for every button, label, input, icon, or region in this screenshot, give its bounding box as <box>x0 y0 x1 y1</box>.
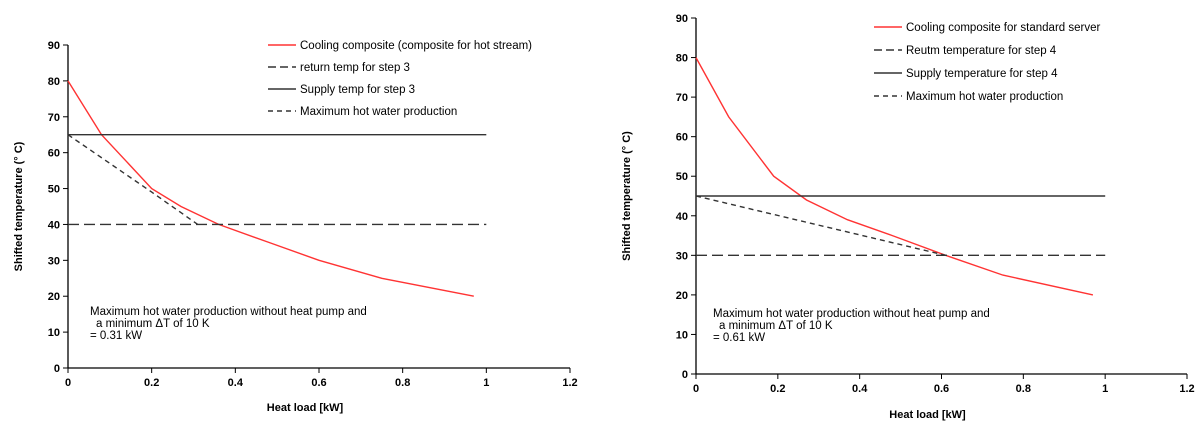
chart-2-y-tick-label: 60 <box>676 132 688 144</box>
chart-2-y-tick-label: 90 <box>676 13 688 25</box>
chart-1-y-axis-title: Shifted temperature (° C) <box>13 141 25 271</box>
chart-1-x-tick-label: 0.8 <box>395 377 410 389</box>
chart-2-y-axis-title: Shifted temperature (° C) <box>621 131 633 261</box>
chart-2-legend-label-1: Cooling composite for standard server <box>906 22 1100 34</box>
chart-1-annotation-line-1: Maximum hot water production without hea… <box>90 306 367 318</box>
chart-1-y-tick-label: 30 <box>48 255 60 267</box>
chart-1-legend-label-4: Maximum hot water production <box>300 106 457 118</box>
chart-1-y-tick-label: 50 <box>48 184 60 196</box>
chart-2-annotation-line-2: a minimum ΔT of 10 K <box>719 320 833 332</box>
chart-2-x-tick-label: 0.2 <box>770 383 785 395</box>
chart-2-y-tick-label: 80 <box>676 53 688 65</box>
chart-2-y-tick-label: 70 <box>676 92 688 104</box>
chart-1-x-tick-label: 1.2 <box>562 377 577 389</box>
chart-2-y-tick-label: 10 <box>676 329 688 341</box>
chart-1-legend-label-3: Supply temp for step 3 <box>300 84 415 96</box>
chart-1-x-tick-label: 0.4 <box>228 377 244 389</box>
chart-1-annotation-line-2: a minimum ΔT of 10 K <box>96 318 210 330</box>
chart-1-y-tick-label: 40 <box>48 219 60 231</box>
chart-1-x-tick-label: 0.6 <box>311 377 326 389</box>
chart-1-x-tick-label: 0 <box>65 377 71 389</box>
chart-1-y-tick-label: 60 <box>48 148 60 160</box>
chart-1-y-tick-label: 80 <box>48 76 60 88</box>
chart-2-x-tick-label: 1.2 <box>1179 383 1194 395</box>
chart-1-legend-label-2: return temp for step 3 <box>300 62 410 74</box>
chart-2-y-tick-label: 20 <box>676 290 688 302</box>
chart-1-x-axis-title: Heat load [kW] <box>267 402 344 414</box>
chart-2-x-tick-label: 0.8 <box>1016 383 1031 395</box>
chart-2-legend-label-4: Maximum hot water production <box>906 91 1063 103</box>
chart-1-y-tick-label: 20 <box>48 291 60 303</box>
chart-2-legend-label-3: Supply temperature for step 4 <box>906 68 1058 80</box>
chart-1-annotation-line-3: = 0.31 kW <box>90 330 142 342</box>
chart-1-legend-label-1: Cooling composite (composite for hot str… <box>300 40 532 52</box>
chart-2-annotation-line-1: Maximum hot water production without hea… <box>713 308 990 320</box>
chart-1-x-tick-label: 0.2 <box>144 377 159 389</box>
chart-1-y-tick-label: 0 <box>54 363 60 375</box>
chart-1-y-tick-label: 10 <box>48 327 60 339</box>
chart-1-y-tick-label: 70 <box>48 112 60 124</box>
chart-2-x-tick-label: 0 <box>693 383 699 395</box>
chart-2-x-axis-title: Heat load [kW] <box>889 409 966 421</box>
chart-2-y-tick-label: 40 <box>676 211 688 223</box>
chart-2-x-tick-label: 0.6 <box>934 383 949 395</box>
chart-2-y-tick-label: 0 <box>682 369 688 381</box>
chart-1-x-tick-label: 1 <box>483 377 489 389</box>
chart-2-y-tick-label: 50 <box>676 171 688 183</box>
chart-2-y-tick-label: 30 <box>676 250 688 262</box>
chart-2-legend-label-2: Reutm temperature for step 4 <box>906 45 1057 57</box>
chart-2-series-line-4 <box>696 196 946 255</box>
chart-2-x-tick-label: 0.4 <box>852 383 868 395</box>
chart-1-y-tick-label: 90 <box>48 40 60 52</box>
chart-2-x-tick-label: 1 <box>1102 383 1108 395</box>
chart-2-annotation-line-3: = 0.61 kW <box>713 332 765 344</box>
chart-1-series-line-4 <box>68 135 198 225</box>
